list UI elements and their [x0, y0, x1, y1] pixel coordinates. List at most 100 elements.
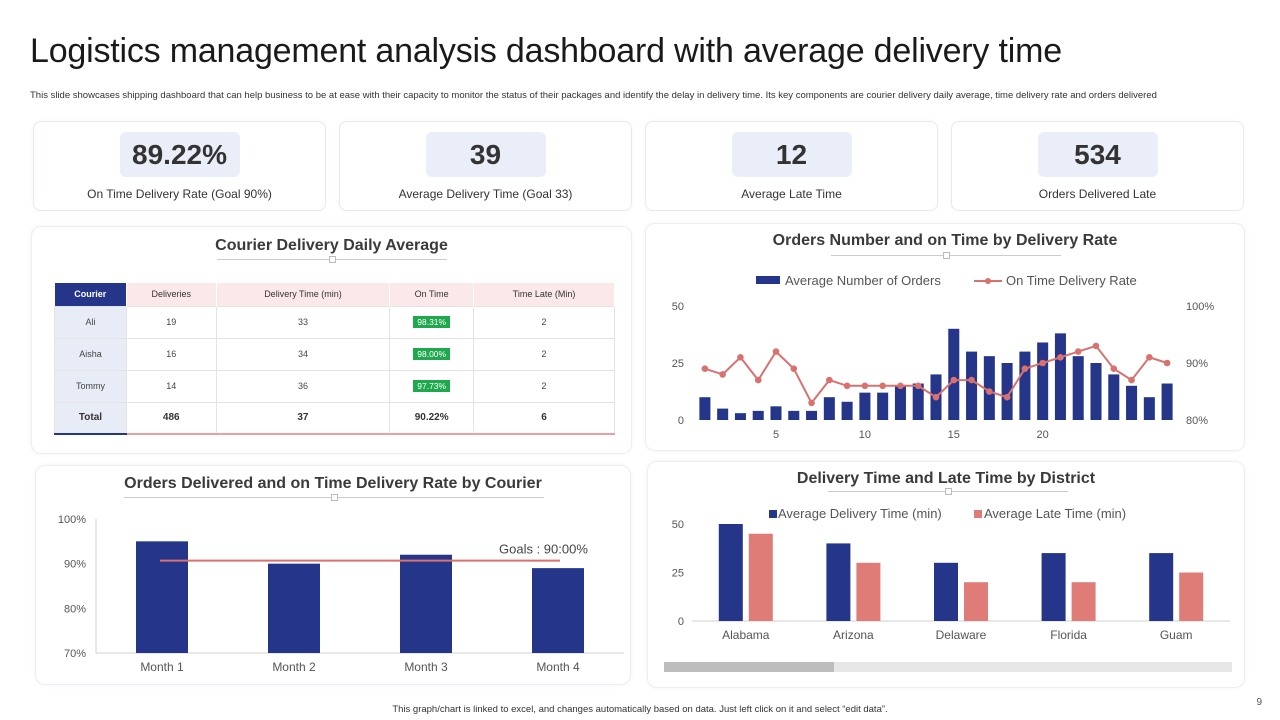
bar: [752, 410, 764, 420]
table-cell: Tommy: [54, 369, 127, 403]
table-cell: Aisha: [54, 337, 127, 371]
bar-late-time: [1179, 572, 1204, 621]
x-tick-label: Alabama: [722, 628, 770, 642]
on-time-badge: 98.00%: [413, 348, 451, 360]
table-cell: 2: [473, 337, 615, 371]
table-cell: 6: [473, 401, 615, 435]
bar-delivery-time: [826, 543, 851, 621]
courier-rate-chart[interactable]: 70% 80% 90% 100% Month 1 Month 2 Month 3 Month …: [36, 466, 630, 684]
table-row: Tommy 14 36 97.73% 2: [54, 369, 615, 403]
kpi-label: Average Delivery Time (Goal 33): [398, 187, 573, 201]
legend-marker: [985, 278, 991, 284]
table-cell: 97.73%: [389, 369, 475, 403]
bar: [788, 410, 800, 420]
line-point: [897, 382, 904, 390]
bar: [983, 356, 995, 420]
bar: [1054, 333, 1066, 420]
x-tick-label: Month 2: [272, 660, 316, 674]
y-tick-label: 70%: [64, 648, 86, 660]
line-point: [1057, 354, 1064, 361]
y-tick-label: 0: [678, 415, 684, 427]
y-tick-label: 50: [672, 519, 684, 531]
table-row: Aisha 16 34 98.00% 2: [54, 337, 615, 371]
line-point: [914, 382, 922, 390]
panel-title: Orders Number and on Time by Delivery Ra…: [772, 232, 1118, 249]
kpi-card-average-late-time: 12 Average Late Time: [645, 121, 938, 211]
line-point: [1146, 354, 1153, 361]
table-cell: Total: [54, 401, 127, 435]
legend-swatch-orders: [756, 276, 780, 284]
on-time-badge: 98.31%: [413, 316, 451, 328]
table-cell: 37: [215, 401, 391, 435]
bar: [699, 397, 711, 420]
legend-label: Average Late Time (min): [984, 506, 1126, 521]
x-tick-label: Delaware: [936, 628, 987, 642]
kpi-label: Average Late Time: [741, 187, 842, 201]
line-point: [826, 376, 833, 384]
table-cell: 90.22%: [389, 401, 475, 435]
bar: [859, 392, 871, 420]
page-title: Logistics management analysis dashboard …: [30, 32, 1062, 70]
title-divider: [217, 256, 447, 263]
x-tick-label: Month 3: [404, 660, 448, 674]
bar-delivery-time: [1041, 553, 1066, 621]
table-cell: 486: [125, 401, 217, 435]
kpi-card-on-time-rate: 89.22% On Time Delivery Rate (Goal 90%): [33, 121, 326, 211]
bar: [823, 397, 835, 420]
bar: [400, 554, 452, 653]
table-header: On Time: [389, 283, 475, 306]
courier-table[interactable]: Courier Deliveries Delivery Time (min) O…: [54, 283, 615, 435]
bar: [1001, 363, 1013, 420]
line-point: [737, 354, 744, 361]
x-tick-label: Month 1: [140, 660, 184, 674]
table-cell: 98.00%: [389, 337, 475, 371]
table-cell: 36: [215, 369, 391, 403]
bar: [1019, 351, 1031, 420]
legend-label: Average Delivery Time (min): [778, 506, 942, 521]
table-cell: 33: [215, 305, 391, 339]
y-tick-label: 25: [672, 568, 684, 580]
orders-number-chart[interactable]: Average Number of Orders On Time Delivery…: [646, 224, 1244, 450]
bar: [1072, 356, 1084, 420]
table-cell: 34: [215, 337, 391, 371]
x-tick-label: 10: [859, 429, 871, 441]
panel-title: Orders Delivered and on Time Delivery Ra…: [124, 475, 542, 492]
table-cell: 2: [473, 305, 615, 339]
table-row: Ali 19 33 98.31% 2: [54, 305, 615, 339]
y-tick-label: 0: [678, 616, 684, 628]
title-divider: [831, 252, 1061, 259]
bar: [1108, 374, 1120, 420]
legend-label: Average Number of Orders: [785, 273, 941, 288]
line-point: [701, 365, 709, 372]
line-point: [772, 348, 780, 355]
page-number: 9: [1256, 697, 1262, 708]
kpi-card-average-delivery-time: 39 Average Delivery Time (Goal 33): [339, 121, 632, 211]
line-point: [1128, 376, 1135, 384]
bar: [1143, 397, 1155, 420]
line-point: [1163, 359, 1171, 367]
x-tick-label: Month 4: [536, 660, 580, 674]
district-chart[interactable]: Average Delivery Time (min) Average Late …: [648, 462, 1244, 662]
line-point: [932, 393, 940, 401]
kpi-value: 89.22%: [119, 132, 240, 177]
kpi-value: 12: [731, 132, 852, 177]
scrollbar-thumb[interactable]: [664, 662, 834, 672]
footer-note: This graph/chart is linked to excel, and…: [392, 704, 888, 715]
table-header: Time Late (Min): [473, 283, 615, 306]
on-time-badge: 97.73%: [413, 380, 451, 392]
bar-delivery-time: [718, 524, 743, 621]
bar: [877, 392, 889, 420]
chart-scrollbar[interactable]: [664, 662, 1232, 672]
table-header: Courier: [54, 283, 127, 306]
line-point: [1074, 348, 1082, 355]
y2-tick-label: 100%: [1186, 301, 1214, 313]
bar: [136, 541, 188, 653]
kpi-card-orders-delivered-late: 534 Orders Delivered Late: [951, 121, 1244, 211]
table-cell: 19: [125, 305, 217, 339]
bar: [1090, 363, 1102, 420]
line-point: [719, 371, 726, 378]
kpi-value: 39: [425, 132, 546, 177]
bar-late-time: [964, 582, 988, 621]
bar: [912, 383, 924, 420]
bar: [948, 328, 960, 420]
